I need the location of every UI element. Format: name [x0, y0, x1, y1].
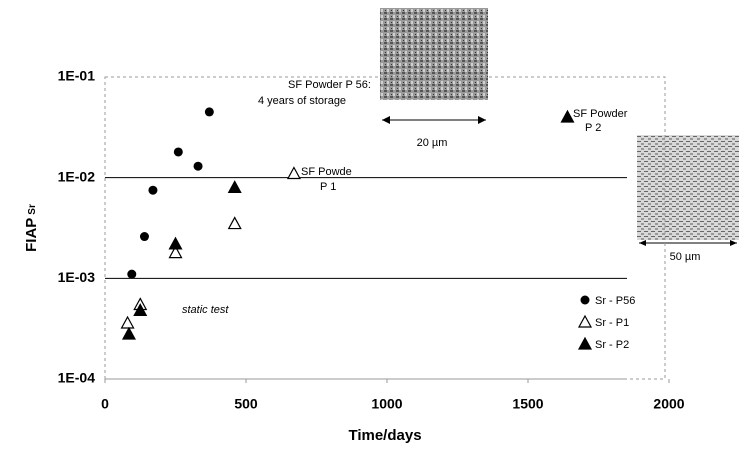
- legend-label: Sr - P2: [595, 339, 629, 351]
- annotation: P 2: [585, 122, 601, 134]
- legend-marker: [580, 295, 590, 305]
- y-label-sub: Sr: [27, 204, 38, 215]
- data-point: [560, 109, 575, 123]
- annotation: static test: [182, 304, 229, 316]
- annotation: SF Powder P 56:: [288, 79, 371, 91]
- data-point: [139, 232, 149, 242]
- data-point: [127, 269, 137, 279]
- x-tick-label: 0: [101, 396, 109, 412]
- data-point: [286, 166, 301, 180]
- x-tick-label: 2000: [653, 396, 684, 412]
- data-point: [227, 216, 242, 230]
- legend-label: Sr - P1: [595, 317, 629, 329]
- annotation: 50 µm: [670, 251, 701, 263]
- x-tick-label: 1500: [512, 396, 543, 412]
- legend-marker: [577, 314, 593, 328]
- legend-label: Sr - P56: [595, 295, 635, 307]
- data-point: [173, 147, 183, 157]
- y-tick-label: 1E-02: [58, 168, 96, 184]
- data-point: [193, 161, 203, 171]
- plot-frame: [104, 76, 666, 380]
- y-tick-label: 1E-01: [58, 68, 96, 84]
- data-point: [204, 107, 214, 117]
- y-tick-label: 1E-03: [58, 269, 96, 285]
- x-tick-label: 500: [234, 396, 258, 412]
- micrograph: [380, 8, 488, 100]
- legend-marker: [577, 336, 593, 350]
- annotation: SF Powde: [301, 166, 352, 178]
- data-point: [120, 315, 135, 329]
- micrograph: [637, 135, 739, 240]
- annotation: 20 µm: [417, 137, 448, 149]
- y-label-main: FIAP: [23, 218, 40, 252]
- y-axis-label: FIAP Sr: [23, 204, 40, 252]
- annotation: SF Powder: [573, 108, 628, 120]
- x-axis-label: Time/days: [348, 427, 421, 444]
- data-point: [148, 185, 158, 195]
- data-point: [121, 326, 136, 340]
- x-tick-label: 1000: [371, 396, 402, 412]
- data-point: [168, 236, 183, 250]
- data-point: [133, 303, 148, 317]
- data-point: [227, 180, 242, 194]
- data-point: [168, 245, 183, 259]
- annotation: 4 years of storage: [258, 95, 346, 107]
- annotation: P 1: [320, 181, 336, 193]
- y-tick-label: 1E-04: [58, 370, 96, 386]
